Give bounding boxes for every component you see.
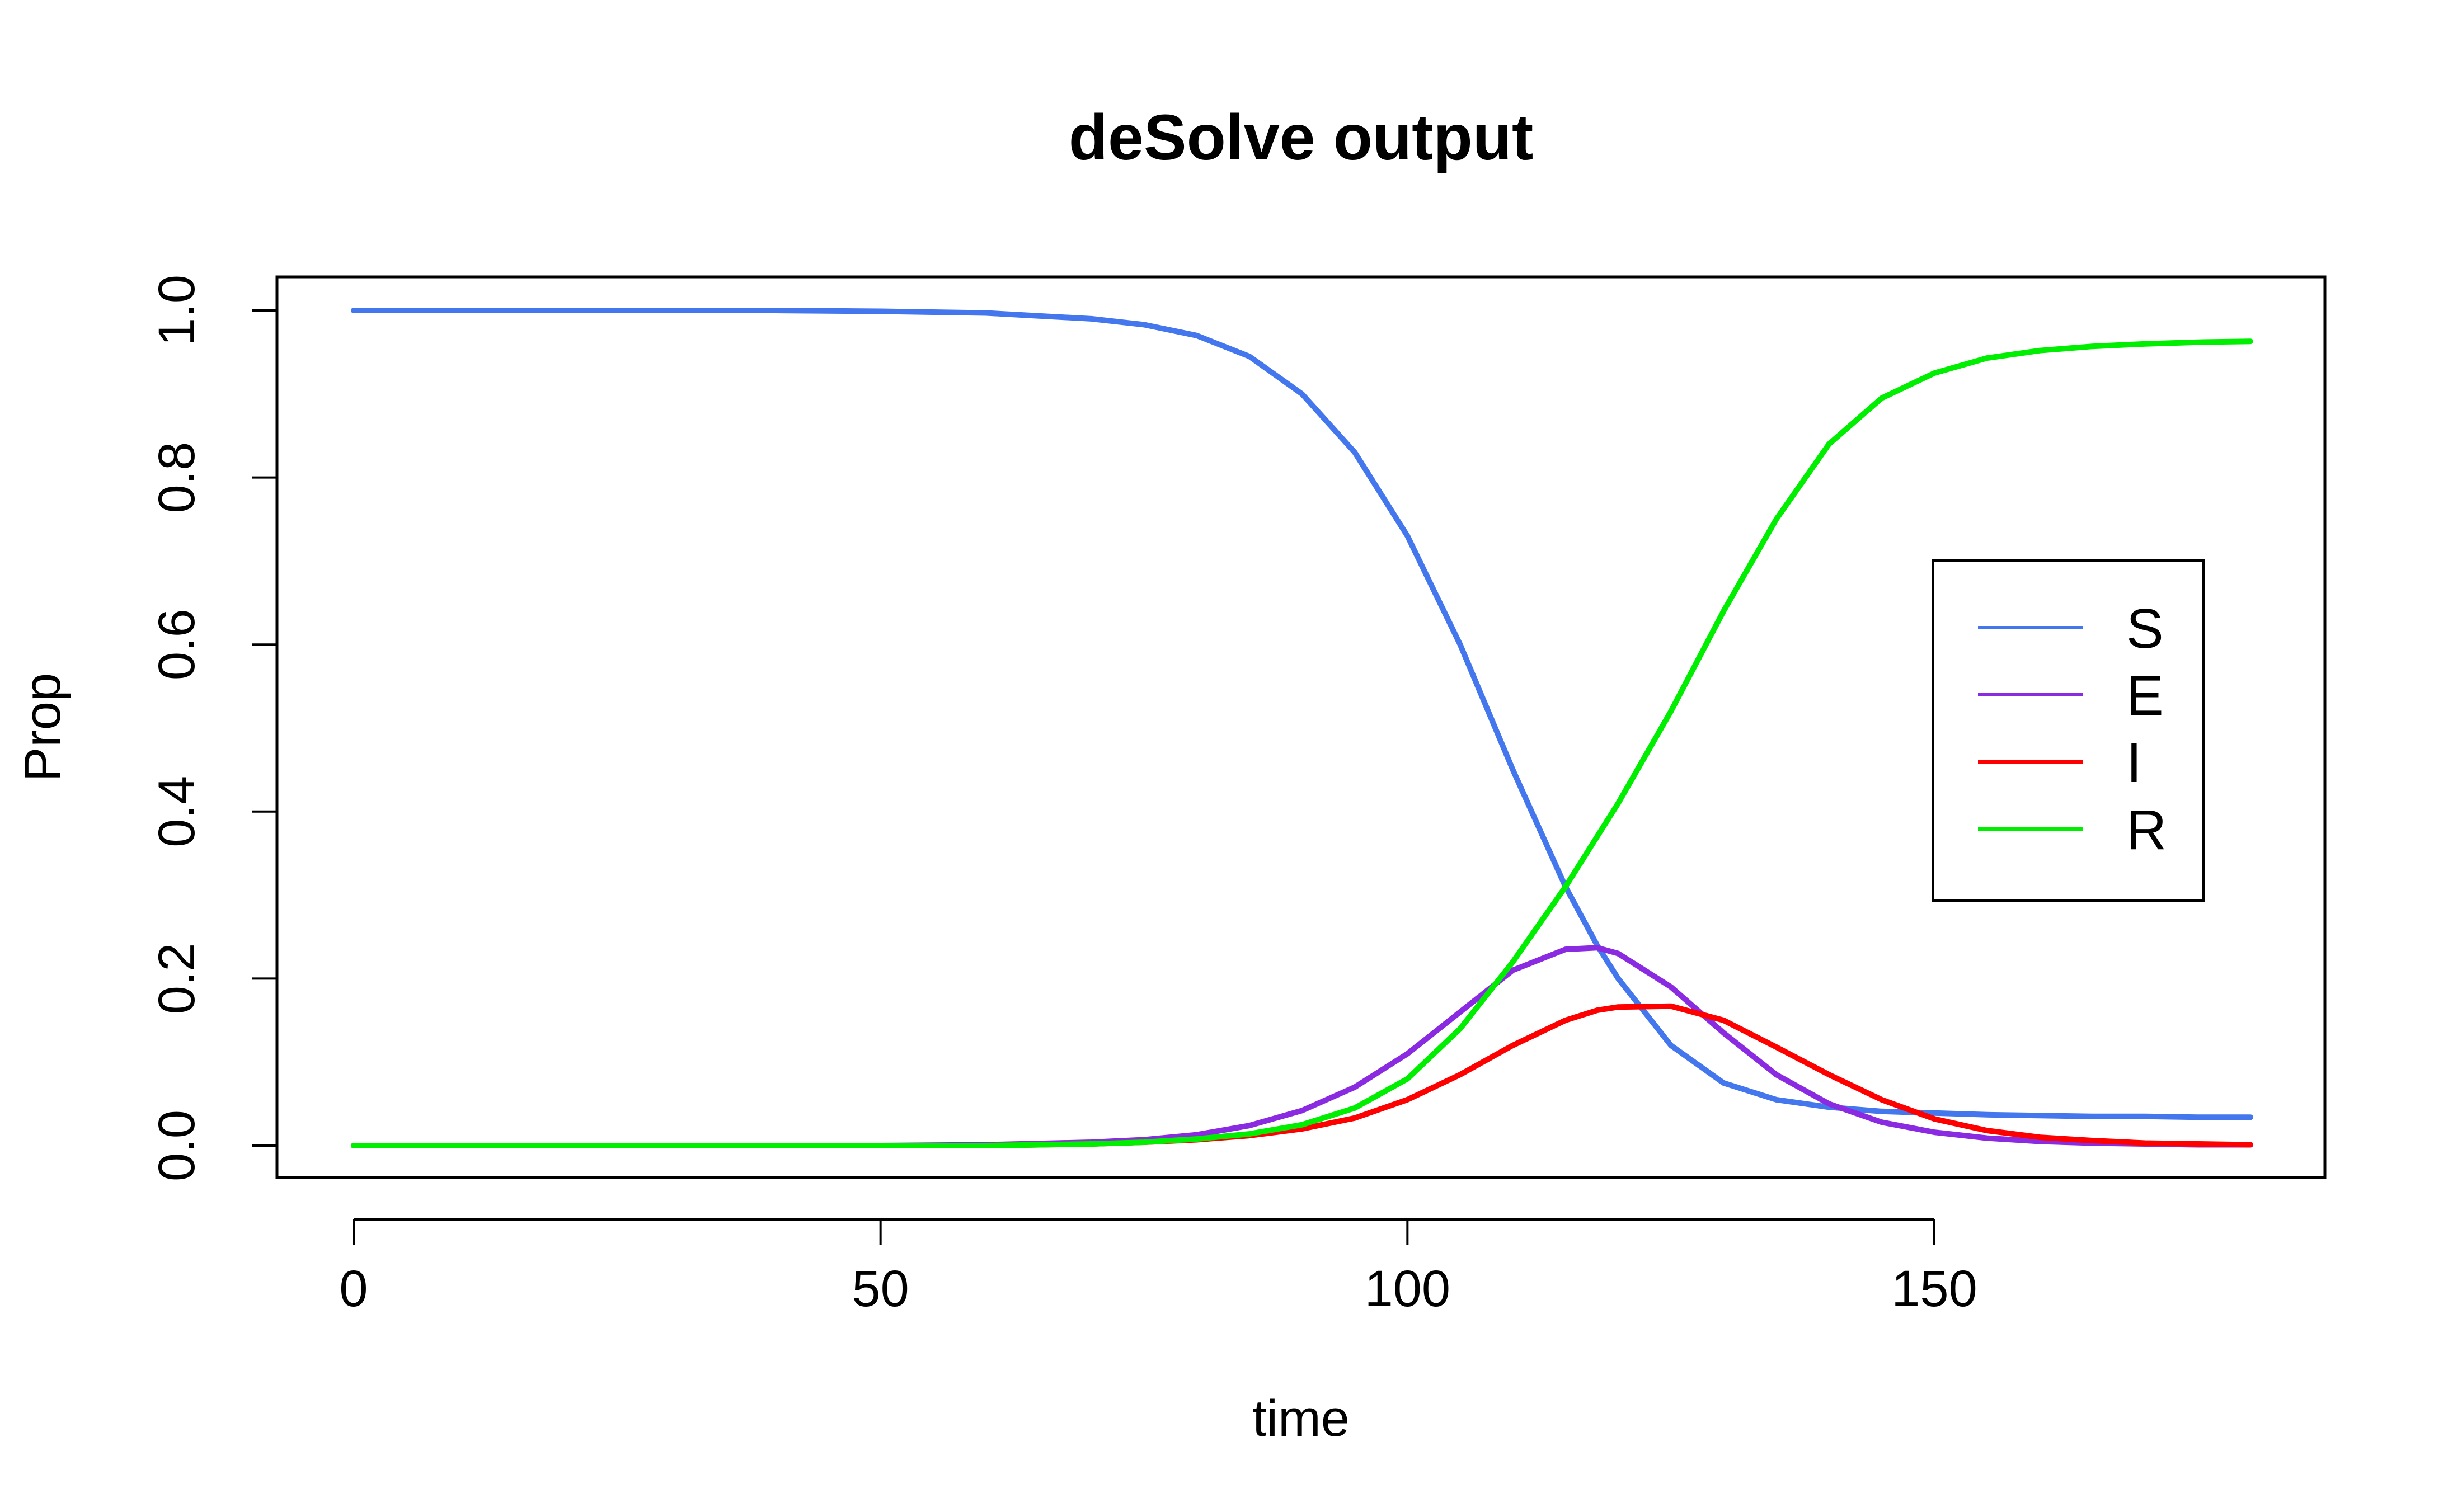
series-line-R	[351, 338, 2253, 1148]
x-axis: 0 50 100 150	[339, 1218, 1977, 1317]
y-tick-label: 0.8	[148, 442, 205, 514]
legend-label-E: E	[2126, 665, 2164, 727]
y-axis: 0.0 0.2 0.4 0.6 0.8 1.0	[148, 275, 278, 1181]
legend-box	[1932, 559, 2205, 902]
x-tick-label: 50	[852, 1260, 909, 1317]
x-axis-label: time	[1252, 1390, 1350, 1447]
x-tick-label: 100	[1365, 1260, 1451, 1317]
y-tick-label: 0.6	[148, 609, 205, 680]
y-tick-label: 0.4	[148, 776, 205, 847]
chart-title: deSolve output	[1069, 102, 1534, 173]
x-tick-label: 150	[1891, 1260, 1977, 1317]
legend-label-R: R	[2126, 799, 2167, 861]
legend-label-I: I	[2126, 732, 2142, 794]
y-axis-label: Prop	[14, 673, 71, 781]
series-line-S	[351, 308, 2253, 1120]
y-tick-label: 1.0	[148, 275, 205, 346]
x-tick-label: 0	[339, 1260, 368, 1317]
y-tick-label: 0.2	[148, 943, 205, 1014]
y-tick-label: 0.0	[148, 1110, 205, 1181]
series-lines	[351, 308, 2253, 1148]
legend-label-S: S	[2126, 597, 2164, 660]
